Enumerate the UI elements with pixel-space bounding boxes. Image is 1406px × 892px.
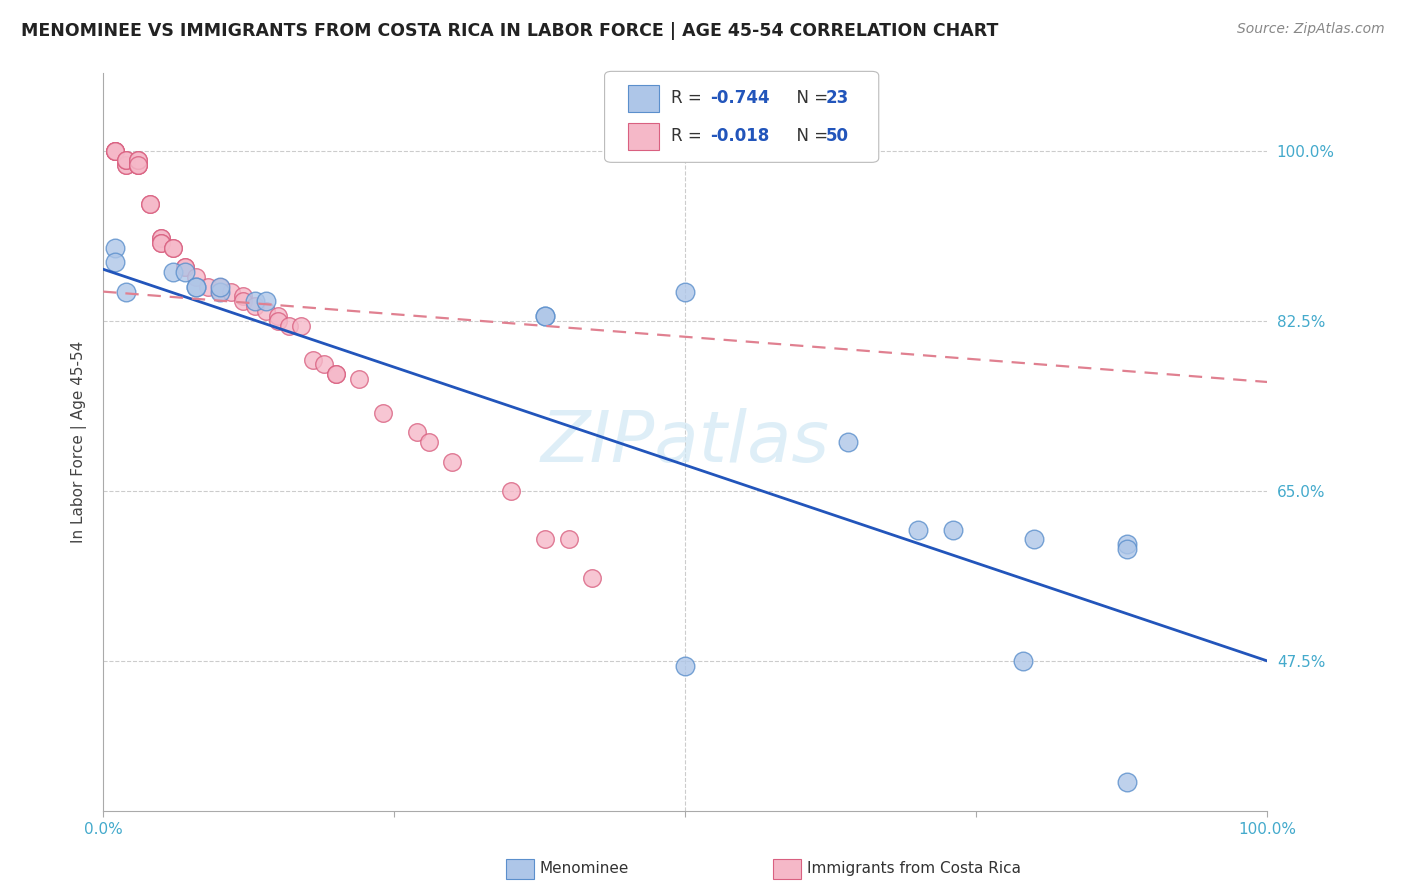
Text: 50: 50 xyxy=(825,128,848,145)
Point xyxy=(441,455,464,469)
Text: 23: 23 xyxy=(825,89,849,107)
Text: Source: ZipAtlas.com: Source: ZipAtlas.com xyxy=(1237,22,1385,37)
Point xyxy=(186,279,208,293)
Point xyxy=(115,158,138,172)
Point xyxy=(254,294,277,309)
Point xyxy=(104,144,127,158)
Point xyxy=(254,304,277,318)
Point xyxy=(1116,542,1139,557)
Point xyxy=(115,158,138,172)
Point xyxy=(673,285,696,299)
Point xyxy=(673,658,696,673)
Point xyxy=(150,231,173,245)
Text: R =: R = xyxy=(671,89,707,107)
Text: R =: R = xyxy=(671,128,707,145)
Point xyxy=(907,523,929,537)
Point xyxy=(127,158,149,172)
Point xyxy=(127,153,149,168)
Point xyxy=(127,158,149,172)
Point xyxy=(208,285,231,299)
Point xyxy=(534,309,557,323)
Point xyxy=(162,241,184,255)
Point xyxy=(173,260,195,275)
Point xyxy=(104,255,127,269)
Point xyxy=(127,158,149,172)
Point xyxy=(104,241,127,255)
Point xyxy=(197,279,219,293)
Point xyxy=(290,318,312,333)
Point xyxy=(534,309,557,323)
Point xyxy=(243,294,266,309)
Point xyxy=(371,406,394,420)
Point xyxy=(301,352,323,367)
Text: N =: N = xyxy=(786,89,834,107)
Point xyxy=(581,571,603,585)
Point xyxy=(173,265,195,279)
Point xyxy=(150,235,173,250)
Point xyxy=(499,483,522,498)
Point xyxy=(104,144,127,158)
Point xyxy=(942,523,965,537)
Point xyxy=(104,144,127,158)
Text: Immigrants from Costa Rica: Immigrants from Costa Rica xyxy=(807,862,1021,876)
Point xyxy=(208,279,231,293)
Point xyxy=(139,197,162,211)
Point xyxy=(558,533,581,547)
Point xyxy=(267,314,290,328)
Point xyxy=(314,358,336,372)
Point xyxy=(219,285,242,299)
Point xyxy=(139,197,162,211)
Y-axis label: In Labor Force | Age 45-54: In Labor Force | Age 45-54 xyxy=(72,341,87,543)
Point xyxy=(115,153,138,168)
Point xyxy=(267,309,290,323)
Text: Menominee: Menominee xyxy=(540,862,630,876)
Point xyxy=(186,279,208,293)
Point xyxy=(1116,775,1139,789)
Point xyxy=(115,153,138,168)
Point xyxy=(232,294,254,309)
Point xyxy=(186,270,208,285)
Point xyxy=(1011,654,1033,668)
Point xyxy=(243,299,266,313)
Point xyxy=(1024,533,1046,547)
Point xyxy=(150,231,173,245)
Point xyxy=(232,289,254,303)
Point xyxy=(837,435,859,450)
Point xyxy=(208,285,231,299)
Text: -0.744: -0.744 xyxy=(710,89,769,107)
Point xyxy=(534,533,557,547)
Text: N =: N = xyxy=(786,128,834,145)
Point xyxy=(278,318,301,333)
Point xyxy=(406,425,429,440)
Point xyxy=(104,144,127,158)
Point xyxy=(349,372,371,386)
Text: -0.018: -0.018 xyxy=(710,128,769,145)
Point xyxy=(115,285,138,299)
Point xyxy=(162,265,184,279)
Point xyxy=(1116,537,1139,551)
Point xyxy=(208,279,231,293)
Point xyxy=(127,153,149,168)
Text: ZIPatlas: ZIPatlas xyxy=(541,408,830,476)
Point xyxy=(325,368,347,382)
Text: MENOMINEE VS IMMIGRANTS FROM COSTA RICA IN LABOR FORCE | AGE 45-54 CORRELATION C: MENOMINEE VS IMMIGRANTS FROM COSTA RICA … xyxy=(21,22,998,40)
Point xyxy=(418,435,440,450)
Point xyxy=(325,368,347,382)
Point xyxy=(173,260,195,275)
Point xyxy=(150,235,173,250)
Point xyxy=(162,241,184,255)
